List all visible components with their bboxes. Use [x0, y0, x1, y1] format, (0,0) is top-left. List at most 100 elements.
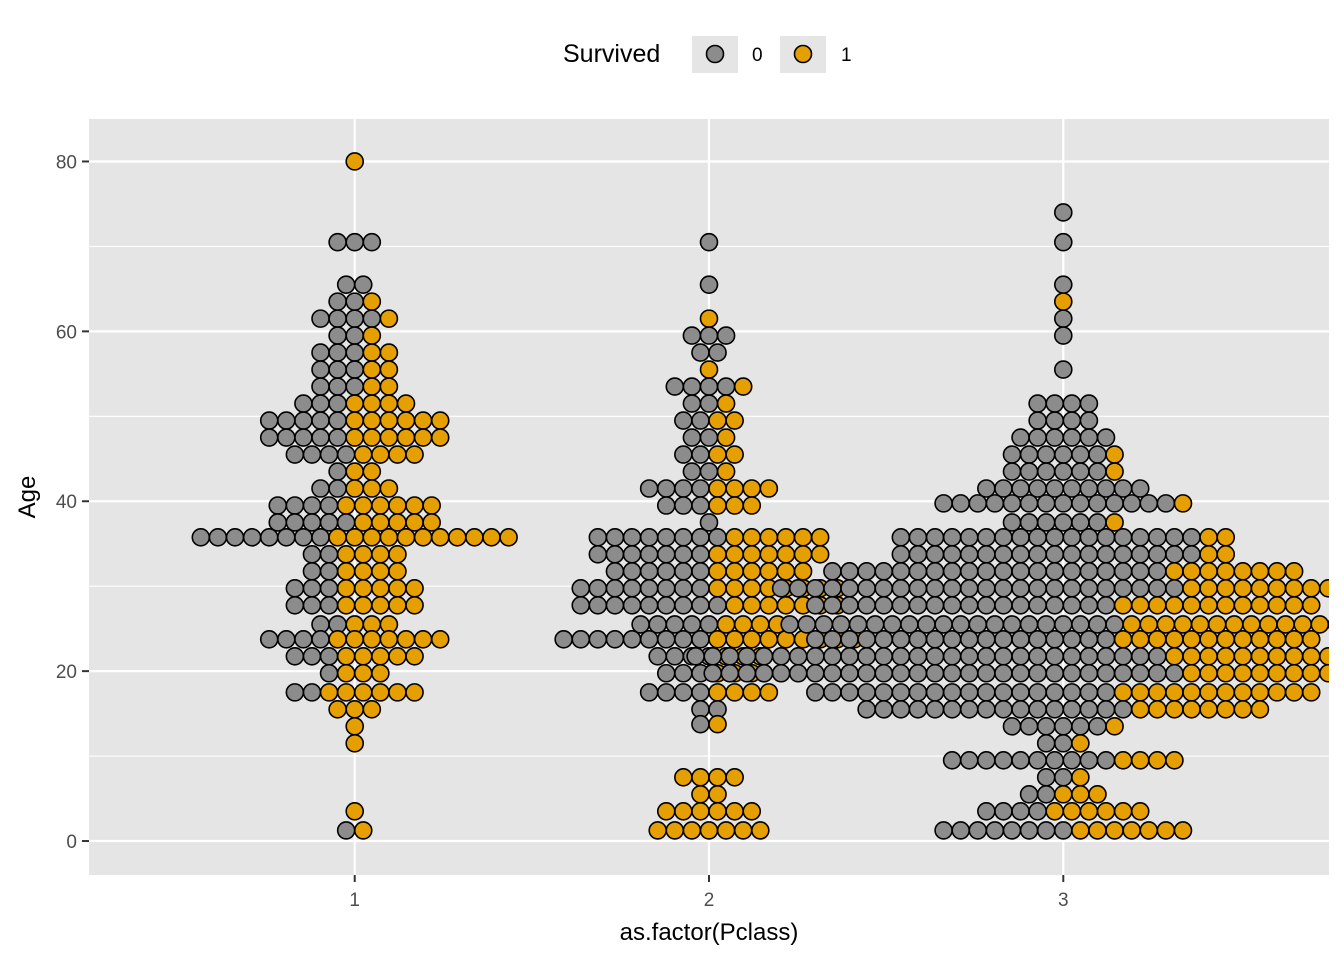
point-survived-1 — [1088, 821, 1107, 840]
point-survived-0 — [1130, 479, 1150, 498]
point-survived-0 — [1079, 751, 1099, 770]
point-survived-1 — [793, 545, 813, 564]
point-survived-0 — [302, 496, 322, 515]
point-survived-1 — [405, 579, 424, 598]
point-survived-0 — [977, 663, 996, 683]
point-survived-1 — [1088, 785, 1107, 804]
point-survived-1 — [1267, 629, 1287, 649]
point-survived-0 — [806, 596, 825, 615]
point-survived-0 — [656, 545, 676, 564]
point-survived-0 — [691, 343, 710, 362]
point-survived-0 — [1079, 663, 1099, 683]
point-survived-0 — [703, 663, 723, 683]
point-survived-0 — [1028, 411, 1047, 430]
point-survived-1 — [733, 821, 753, 840]
point-survived-1 — [336, 545, 356, 564]
point-survived-0 — [656, 596, 676, 615]
legend-key-1 — [793, 44, 813, 64]
point-survived-1 — [379, 394, 399, 413]
point-survived-0 — [1053, 275, 1073, 294]
point-survived-1 — [1233, 663, 1253, 683]
point-survived-0 — [268, 496, 288, 515]
point-survived-1 — [1130, 629, 1150, 649]
point-survived-0 — [788, 663, 808, 683]
point-survived-0 — [1028, 751, 1047, 770]
point-survived-0 — [737, 663, 757, 683]
point-survived-0 — [665, 646, 685, 666]
point-survived-1 — [1182, 683, 1201, 702]
point-survived-1 — [1216, 700, 1236, 719]
point-survived-0 — [605, 629, 625, 649]
point-survived-0 — [934, 821, 953, 840]
point-survived-0 — [674, 445, 693, 464]
point-survived-1 — [1284, 629, 1304, 649]
point-survived-0 — [656, 683, 676, 702]
point-survived-1 — [371, 545, 390, 564]
point-survived-0 — [571, 596, 591, 615]
point-survived-0 — [1062, 663, 1082, 683]
point-survived-0 — [1079, 700, 1099, 719]
point-survived-0 — [1011, 579, 1030, 598]
point-survived-1 — [336, 663, 356, 683]
point-survived-0 — [311, 629, 330, 649]
point-survived-0 — [691, 629, 710, 649]
point-survived-1 — [1250, 579, 1270, 598]
point-survived-0 — [328, 292, 347, 311]
point-survived-1 — [708, 411, 727, 430]
point-survived-0 — [1045, 428, 1065, 447]
point-survived-1 — [1319, 579, 1329, 598]
point-survived-1 — [1130, 683, 1150, 702]
point-survived-0 — [345, 377, 365, 396]
point-survived-1 — [1165, 629, 1184, 649]
point-survived-0 — [1045, 596, 1065, 615]
point-survived-1 — [413, 528, 433, 547]
point-survived-0 — [311, 360, 330, 379]
point-survived-1 — [1053, 292, 1073, 311]
point-survived-0 — [891, 663, 911, 683]
point-survived-0 — [968, 821, 988, 840]
point-survived-0 — [285, 683, 305, 702]
point-survived-0 — [656, 663, 676, 683]
point-survived-0 — [1079, 428, 1099, 447]
point-survived-1 — [1165, 596, 1184, 615]
point-survived-0 — [674, 596, 693, 615]
point-survived-0 — [1182, 528, 1201, 547]
point-survived-1 — [362, 377, 382, 396]
x-tick-label: 3 — [1058, 890, 1069, 911]
point-survived-0 — [891, 629, 911, 649]
point-survived-0 — [994, 596, 1013, 615]
point-survived-1 — [379, 629, 399, 649]
point-survived-1 — [379, 411, 399, 430]
point-survived-0 — [259, 528, 279, 547]
point-survived-0 — [925, 596, 945, 615]
point-survived-1 — [699, 821, 719, 840]
point-survived-1 — [699, 360, 719, 379]
point-survived-1 — [742, 562, 762, 581]
point-survived-0 — [1028, 394, 1047, 413]
point-survived-0 — [951, 821, 970, 840]
point-survived-1 — [1337, 665, 1344, 682]
point-survived-1 — [1148, 596, 1167, 615]
point-survived-1 — [708, 785, 727, 804]
point-survived-0 — [1045, 751, 1065, 770]
point-survived-1 — [1301, 629, 1321, 649]
y-tick-label: 60 — [56, 322, 77, 343]
point-survived-0 — [1011, 562, 1030, 581]
point-survived-1 — [362, 462, 382, 481]
point-survived-1 — [362, 343, 382, 362]
point-survived-1 — [1216, 663, 1236, 683]
point-survived-0 — [754, 663, 774, 683]
point-survived-1 — [708, 562, 727, 581]
point-survived-0 — [857, 629, 876, 649]
point-survived-1 — [328, 700, 347, 719]
point-survived-0 — [674, 479, 693, 498]
point-survived-0 — [1096, 663, 1116, 683]
point-survived-1 — [345, 479, 365, 498]
point-survived-1 — [1250, 562, 1270, 581]
point-survived-0 — [1053, 462, 1073, 481]
point-survived-1 — [1250, 683, 1270, 702]
point-survived-1 — [759, 479, 779, 498]
point-survived-0 — [691, 545, 710, 564]
point-survived-0 — [1028, 700, 1047, 719]
point-survived-0 — [311, 528, 330, 547]
